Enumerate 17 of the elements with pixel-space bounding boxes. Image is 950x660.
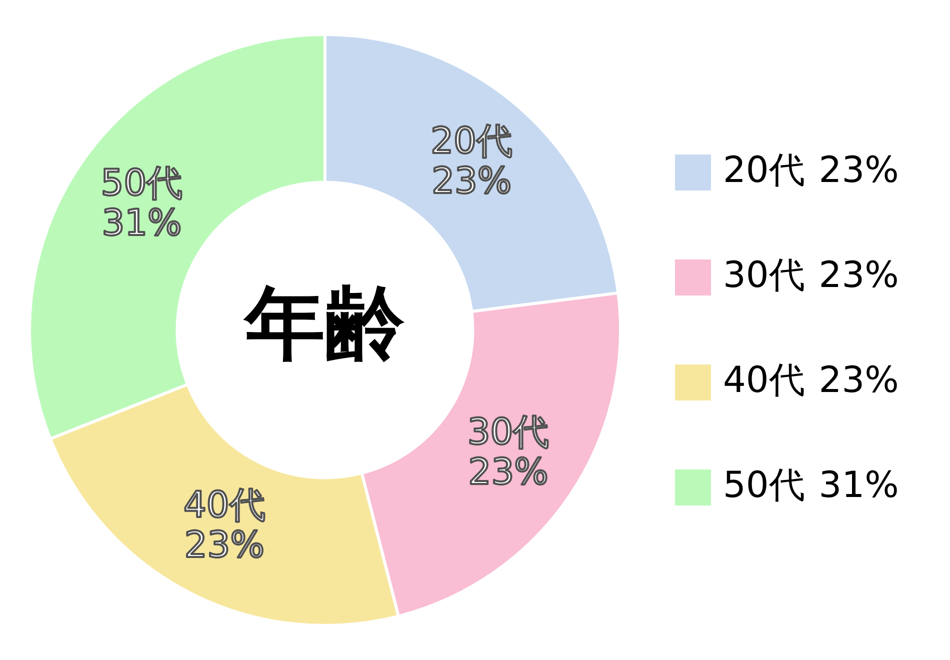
slice-label: 40代 [183, 484, 266, 526]
text: 年齢 [243, 276, 405, 370]
legend-label: 40代 [723, 360, 805, 401]
text: 31% [818, 464, 899, 506]
data-label: 23% [468, 452, 548, 493]
text: 23% [818, 254, 899, 296]
data-label: 23% [184, 524, 264, 566]
text: 23% [818, 150, 899, 191]
slice-label: 50代 [100, 162, 183, 204]
slice-label: 30代 [467, 412, 550, 453]
legend-label: 20代 [723, 150, 805, 191]
legend-label: 30代 [723, 254, 805, 296]
slice-label: 20代 [430, 121, 512, 162]
data-label: 23% [432, 161, 512, 202]
text: 23% [818, 360, 899, 401]
legend-label: 50代 [723, 464, 805, 506]
data-label: 31% [102, 202, 182, 244]
